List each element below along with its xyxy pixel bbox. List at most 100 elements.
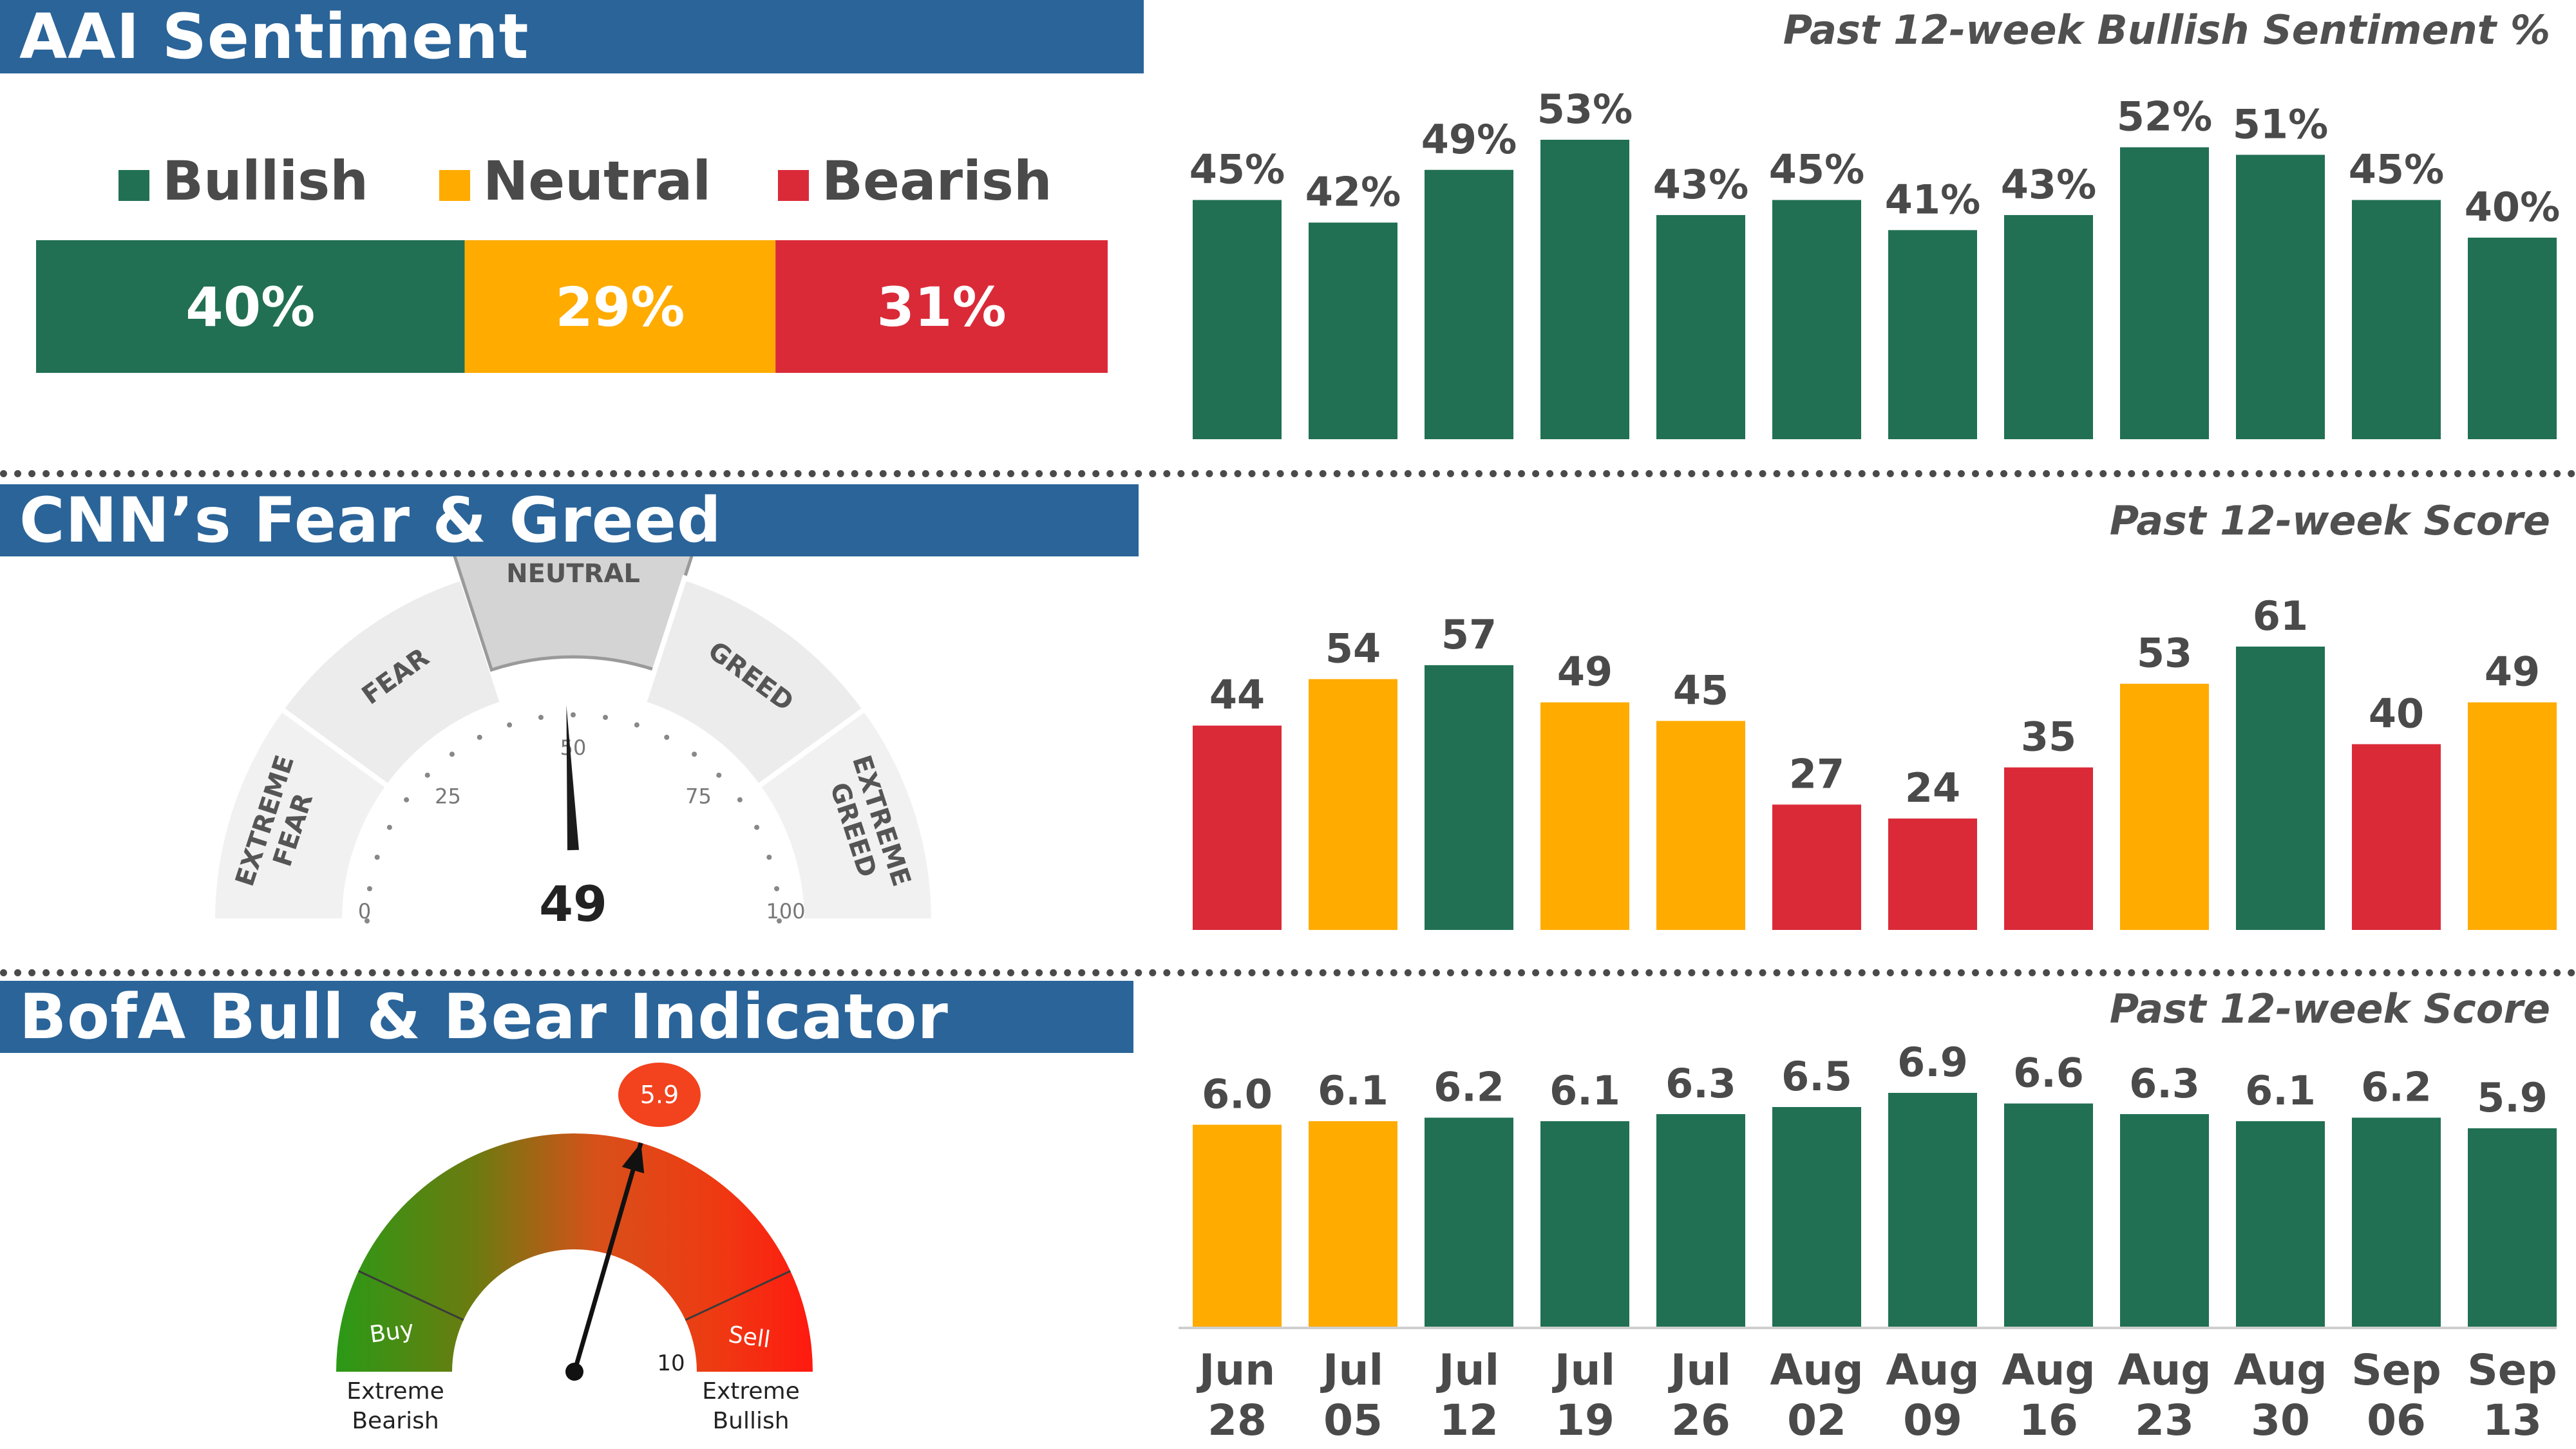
bar xyxy=(1193,1124,1282,1327)
bar-value-label: 45 xyxy=(1673,667,1728,714)
bar xyxy=(2120,683,2209,930)
bar-value-label: 45% xyxy=(1189,146,1285,193)
x-tick-label: 12 xyxy=(1439,1396,1499,1445)
bar-value-label: 52% xyxy=(2117,93,2212,140)
bar-value-label: 61 xyxy=(2253,592,2308,639)
x-tick-label: 13 xyxy=(2483,1396,2542,1445)
bofa-zone-divider xyxy=(685,1270,791,1321)
gauge-tick-dot xyxy=(538,714,544,720)
gauge-needle xyxy=(566,705,579,851)
x-tick-label: 23 xyxy=(2135,1396,2194,1445)
x-tick-label: Aug xyxy=(1886,1345,1979,1395)
gauge-tick-dot xyxy=(477,734,482,740)
bar-value-label: 49% xyxy=(1421,116,1517,163)
gauge-tick-dot xyxy=(366,886,372,891)
bar-value-label: 44 xyxy=(1209,672,1265,719)
aai-split-bar: 40% 29% 31% xyxy=(36,240,1108,373)
bar-value-label: 43% xyxy=(1653,161,1748,208)
bar-value-label: 6.3 xyxy=(2129,1060,2200,1107)
x-tick-label: Aug xyxy=(1770,1345,1863,1395)
aai-legend: Bullish Neutral Bearish xyxy=(118,149,1052,213)
bar-value-label: 6.9 xyxy=(1897,1039,1968,1086)
gauge-zone xyxy=(453,556,694,672)
bar xyxy=(2120,147,2209,439)
bar xyxy=(1425,169,1513,439)
bofa-scale-max: 10 xyxy=(657,1350,685,1376)
gauge-tick-dot xyxy=(692,752,697,757)
bar-value-label: 6.2 xyxy=(1434,1064,1504,1111)
x-tick-label: Jul xyxy=(1436,1345,1499,1395)
aai-bullish-bar-chart: 45% 42% 49% 53% 43% 45% 41% 43% 52% 51% 45% 40% xyxy=(1189,86,2560,439)
section-divider xyxy=(0,969,2576,976)
legend-bearish-label: Bearish xyxy=(822,149,1052,213)
bar xyxy=(2468,1128,2557,1327)
gauge-tick-dot xyxy=(754,824,760,830)
bar-value-label: 6.0 xyxy=(1202,1071,1273,1118)
x-tick-label: 30 xyxy=(2251,1396,2310,1445)
bar-value-label: 57 xyxy=(1441,611,1497,658)
section-divider xyxy=(0,470,2576,477)
gauge-tick-label: 75 xyxy=(685,784,712,809)
x-tick-label: Jul xyxy=(1668,1345,1731,1395)
legend-bullish-swatch xyxy=(118,170,149,201)
legend-bearish-swatch xyxy=(778,170,809,201)
cnn-score-bar-chart: 44 54 57 49 45 27 24 35 53 61 40 49 xyxy=(1193,592,2557,930)
gauge-tick-dot xyxy=(603,714,609,720)
bar xyxy=(1888,819,1977,930)
gauge-tick-dot xyxy=(716,772,722,778)
bar xyxy=(1656,721,1745,930)
bar-value-label: 5.9 xyxy=(2477,1074,2548,1121)
bar-value-label: 45% xyxy=(2349,146,2444,193)
bar-value-label: 27 xyxy=(1789,750,1844,797)
bar xyxy=(1656,214,1745,439)
gauge-tick-dot xyxy=(424,772,430,778)
bar-value-label: 51% xyxy=(2233,100,2328,147)
gauge-tick-label: 100 xyxy=(766,899,805,923)
bofa-buy-label: Buy xyxy=(368,1316,415,1349)
x-tick-label: Aug xyxy=(2117,1345,2211,1395)
gauge-tick-dot xyxy=(777,918,782,923)
gauge-tick-dot xyxy=(571,712,576,717)
gauge-tick-dot xyxy=(774,886,780,891)
x-tick-label: 16 xyxy=(2019,1396,2078,1445)
bar xyxy=(1772,200,1861,439)
bar xyxy=(2236,1121,2325,1327)
x-tick-label: Jul xyxy=(1552,1345,1615,1395)
bar-value-label: 41% xyxy=(1885,176,1980,223)
bar xyxy=(2004,214,2093,439)
bar-value-label: 6.1 xyxy=(1318,1067,1388,1114)
bar-value-label: 6.2 xyxy=(2361,1064,2432,1111)
gauge-tick-label: 25 xyxy=(435,784,461,809)
bofa-left-label-2: Bearish xyxy=(352,1408,439,1434)
bar-value-label: 24 xyxy=(1905,764,1960,811)
cnn-chart-title: Past 12-week Score xyxy=(2109,497,2550,544)
bar xyxy=(2236,155,2325,439)
x-tick-label: 28 xyxy=(1208,1396,1267,1445)
gauge-zone-label: NEUTRAL xyxy=(506,559,640,589)
gauge-tick-dot xyxy=(507,722,513,728)
gauge-tick-dot xyxy=(766,855,772,860)
bofa-zone-divider xyxy=(358,1270,464,1321)
bar xyxy=(1193,725,1282,930)
bar-value-label: 42% xyxy=(1305,169,1401,216)
bar xyxy=(1888,230,1977,439)
bofa-gauge-arc xyxy=(336,1133,813,1372)
x-tick-label: Aug xyxy=(2002,1345,2095,1395)
bofa-sell-label: Sell xyxy=(727,1321,772,1354)
bar-value-label: 49 xyxy=(2485,649,2540,696)
fear-greed-gauge: EXTREMEFEARFEARNEUTRALGREEDEXTREMEGREED0… xyxy=(209,556,937,969)
bar-value-label: 6.1 xyxy=(1549,1067,1620,1114)
split-segment-label: 31% xyxy=(877,276,1007,339)
bar xyxy=(1193,200,1282,439)
bar xyxy=(2120,1114,2209,1327)
legend-neutral-label: Neutral xyxy=(483,149,711,213)
bar xyxy=(2352,1117,2441,1327)
bofa-score-bar-chart: 6.0Jun286.1Jul056.2Jul126.1Jul196.3Jul26… xyxy=(1179,1039,2557,1445)
bar-value-label: 49 xyxy=(1557,649,1613,696)
bar-value-label: 43% xyxy=(2001,161,2096,208)
bar xyxy=(1309,222,1397,439)
gauge-tick-label: 0 xyxy=(358,899,371,923)
bar-value-label: 53 xyxy=(2137,630,2192,677)
bar-value-label: 6.5 xyxy=(1781,1053,1852,1100)
gauge-zone xyxy=(754,705,937,923)
